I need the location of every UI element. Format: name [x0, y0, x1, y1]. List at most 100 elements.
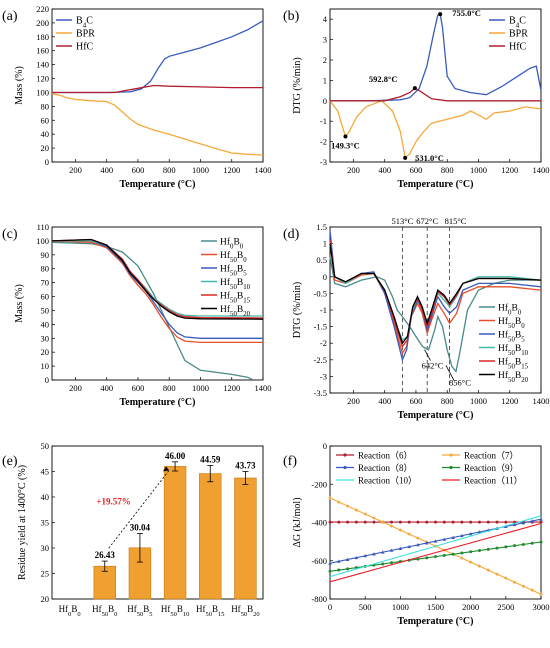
y-tick-label: 80 — [41, 264, 50, 274]
y-axis-label: DTG (%/min) — [292, 282, 303, 338]
bar — [163, 466, 187, 600]
text-part: B — [212, 604, 218, 614]
series-marker — [495, 546, 499, 550]
bar-category-label: Hf0B0 — [59, 604, 81, 618]
series-marker — [372, 552, 376, 556]
y-tick-label: 40 — [41, 492, 50, 502]
text-part: Hf — [220, 250, 231, 261]
x-tick-label: 600 — [132, 165, 145, 175]
series-marker — [539, 520, 543, 524]
text-part: Hf — [231, 604, 241, 614]
peak-marker — [438, 12, 443, 17]
plot-frame — [51, 226, 264, 381]
plot-frame — [51, 445, 264, 600]
bar-value-label: 30.04 — [130, 523, 151, 533]
series-line-f-4 — [329, 515, 542, 578]
top-label: 513°C — [391, 216, 413, 226]
x-tick-label: 400 — [100, 165, 113, 175]
series-marker — [539, 517, 543, 521]
legend-label: Hf50B0 — [498, 316, 525, 330]
plot-frame — [329, 8, 542, 163]
y-tick-label: -800 — [311, 594, 327, 604]
y-tick-label: 50 — [41, 441, 50, 451]
subscript: 0 — [68, 611, 71, 618]
subscript: 10 — [183, 611, 189, 618]
subscript: 50 — [508, 323, 515, 330]
subscript: 50 — [508, 377, 515, 384]
y-tick-label: 0 — [45, 375, 49, 385]
series-marker — [486, 520, 490, 524]
y-tick-label: -3 — [320, 157, 327, 167]
series-marker — [380, 550, 385, 554]
y-tick-label: -400 — [311, 518, 327, 528]
subscript: 5 — [149, 611, 152, 618]
y-tick-label: -600 — [311, 556, 327, 566]
series-marker — [469, 550, 473, 554]
x-axis-label: Temperature (°C) — [398, 616, 474, 627]
series-marker — [451, 520, 455, 524]
x-tick-label: 200 — [69, 383, 82, 393]
series-marker — [328, 496, 332, 500]
subscript: 50 — [170, 611, 176, 618]
panel-label: (a) — [2, 9, 18, 24]
text-part: Hf — [498, 357, 509, 368]
y-tick-label: -2.5 — [314, 355, 327, 365]
text-part: HfC — [509, 42, 527, 53]
x-tick-label: 600 — [410, 396, 423, 406]
legend-marker — [343, 465, 347, 470]
y-tick-label: -2 — [320, 338, 327, 348]
y-tick-label: -0.5 — [314, 288, 327, 298]
series-marker — [477, 549, 481, 553]
series-marker — [530, 541, 534, 545]
series-marker — [442, 553, 446, 557]
subscript: 10 — [521, 350, 528, 357]
y-tick-label: 4 — [323, 14, 328, 24]
x-tick-label: 800 — [441, 165, 454, 175]
y-axis-label: Mass (%) — [14, 66, 25, 105]
series-line-f-5 — [329, 522, 542, 583]
increase-arrowhead — [163, 466, 170, 472]
series-marker — [425, 520, 429, 524]
y-tick-label: -2 — [320, 137, 327, 147]
subscript: 50 — [230, 284, 237, 291]
series-line-b-2 — [330, 87, 541, 102]
peak-annotation: 642°C — [422, 361, 444, 371]
y-tick-label: 45 — [41, 467, 50, 477]
text-part: B — [76, 16, 83, 27]
subscript: 0 — [508, 309, 512, 316]
x-tick-label: 600 — [132, 383, 145, 393]
series-marker — [425, 556, 429, 560]
x-tick-label: 500 — [359, 602, 372, 612]
y-axis-label: ΔG (kJ/mol) — [292, 497, 303, 547]
x-tick-label: 1200 — [501, 396, 518, 406]
bar — [234, 477, 257, 600]
y-tick-label: 3 — [323, 35, 327, 45]
series-line-c-5 — [51, 238, 264, 320]
series-marker — [372, 520, 376, 524]
legend-label: Hf50B5 — [498, 330, 525, 344]
subscript: 50 — [230, 257, 237, 264]
subscript: 50 — [508, 363, 515, 370]
series-marker — [424, 541, 429, 545]
y-tick-label: 70 — [41, 278, 50, 288]
x-tick-label: 200 — [69, 165, 82, 175]
series-marker — [354, 520, 358, 524]
text-part: B — [515, 371, 521, 381]
series-marker — [372, 516, 376, 520]
x-axis-label: Temperature (°C) — [120, 179, 196, 190]
series-marker — [504, 545, 508, 549]
y-tick-label: -3 — [320, 371, 327, 381]
series-marker — [416, 536, 420, 540]
subscript: 15 — [243, 297, 250, 304]
series-marker — [363, 512, 367, 516]
series-marker — [380, 520, 385, 524]
series-marker — [328, 520, 332, 524]
y-tick-label: 40 — [41, 319, 50, 329]
y-tick-label: -3.5 — [314, 388, 327, 398]
legend-label: BPR — [76, 29, 95, 40]
y-tick-label: 30 — [41, 543, 50, 553]
subscript: 20 — [253, 611, 259, 618]
y-tick-label: 200 — [36, 18, 49, 28]
x-axis-label: Temperature (°C) — [398, 410, 474, 421]
